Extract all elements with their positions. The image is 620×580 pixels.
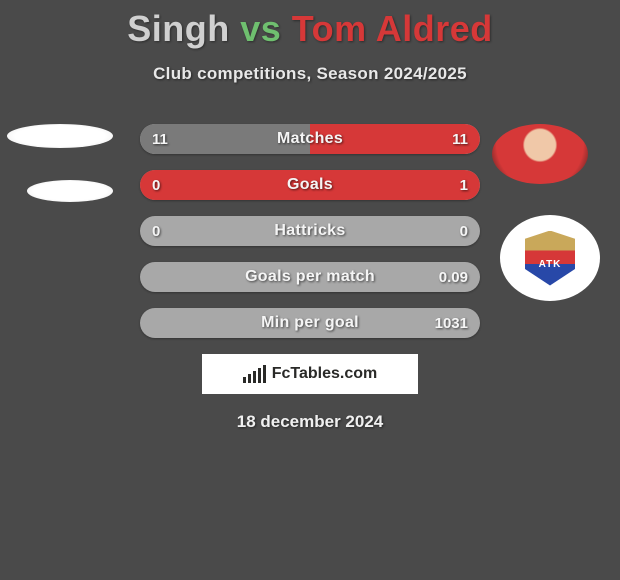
stat-label: Hattricks [140,216,480,246]
stat-label: Min per goal [140,308,480,338]
stat-label: Goals [140,170,480,200]
wm-bar [248,374,251,383]
stat-row: 00Hattricks [140,216,480,246]
bars-icon [243,365,266,383]
wm-bar [243,377,246,383]
stat-row: 0.09Goals per match [140,262,480,292]
vs-label: vs [240,8,281,49]
player2-name: Tom Aldred [292,8,493,49]
stat-label: Goals per match [140,262,480,292]
watermark-text: FcTables.com [272,365,378,383]
wm-bar [258,368,261,383]
stat-row: 1111Matches [140,124,480,154]
stat-row: 1031Min per goal [140,308,480,338]
stat-row: 01Goals [140,170,480,200]
comparison-title: Singh vs Tom Aldred [0,0,620,50]
stat-label: Matches [140,124,480,154]
player1-name: Singh [127,8,229,49]
wm-bar [253,371,256,383]
stats-container: 1111Matches 01Goals 00Hattricks 0.09Goals p… [0,124,620,338]
subtitle: Club competitions, Season 2024/2025 [0,64,620,84]
date-label: 18 december 2024 [0,412,620,432]
wm-bar [263,365,266,383]
watermark: FcTables.com [202,354,418,394]
